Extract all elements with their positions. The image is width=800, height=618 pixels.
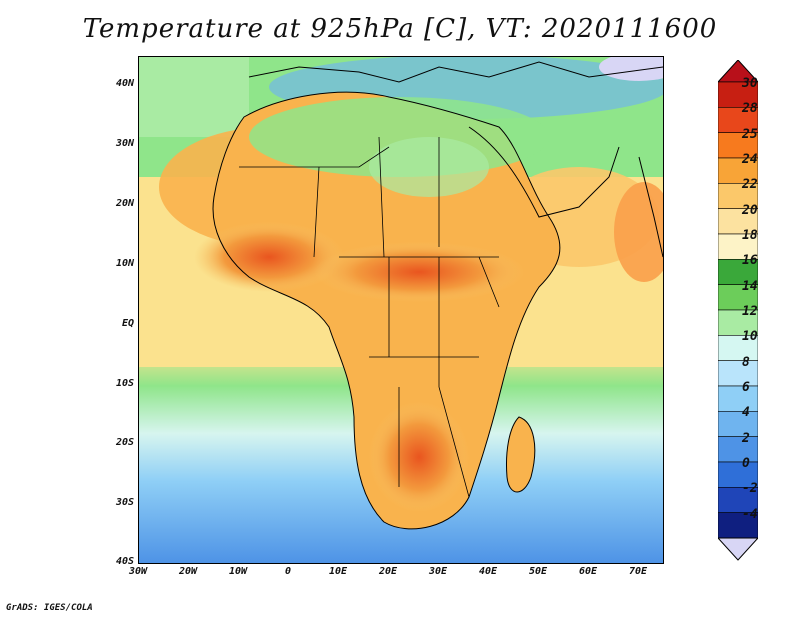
madagascar-coastline [506, 416, 536, 493]
colorbar-cell [718, 411, 758, 437]
colorbar-tick-label: 10 [742, 329, 758, 345]
lon-label-20w: 20W [178, 566, 198, 577]
arabia-coastline [468, 126, 620, 218]
madagascar [506, 417, 535, 492]
colorbar-tick-label: 30 [742, 76, 758, 91]
lat-label-10s: 10S [115, 378, 134, 389]
colorbar-tick-label: -2 [742, 481, 758, 497]
colorbar-tick-label: 14 [742, 278, 758, 294]
lon-label-60e: 60E [578, 566, 598, 577]
colorbar-tick-label: 0 [742, 456, 750, 471]
colorbar-tick-label: 25 [742, 126, 758, 142]
colorbar-cell [718, 461, 758, 488]
colorbar-tick-label: 28 [742, 101, 758, 117]
colorbar-under-arrow [718, 537, 758, 561]
egypt-mild [369, 137, 489, 197]
india-coastline [638, 156, 663, 258]
africa-coastline [212, 91, 561, 530]
lon-label-40e: 40E [478, 566, 498, 577]
colorbar-cell [718, 157, 758, 184]
lon-label-20e: 20E [378, 566, 398, 577]
colorbar-tick-label: 6 [742, 380, 750, 395]
temperature-map [138, 56, 664, 564]
country-borders [239, 136, 500, 498]
africa-landmass [213, 92, 560, 529]
lat-label-30s: 30S [115, 497, 134, 508]
lon-label-0: 0 [284, 566, 292, 577]
colorbar-tick-label: 22 [742, 177, 758, 193]
colorbar-tick-label: 4 [742, 405, 750, 421]
colorbar-tick-label: -4 [742, 506, 758, 522]
colorbar-cell [718, 512, 758, 539]
map-canvas [139, 57, 663, 563]
west-africa-hot [194, 222, 344, 292]
lon-label-10e: 10E [328, 566, 348, 577]
lat-label-40n: 40N [115, 78, 134, 89]
colorbar-cell [718, 284, 758, 311]
colorbar-cell [718, 436, 758, 463]
lon-label-50e: 50E [528, 566, 548, 577]
colorbar-cells [718, 81, 758, 539]
india-warm [614, 182, 663, 282]
colorbar-tick-label: 16 [742, 253, 758, 269]
lon-label-70e: 70E [628, 566, 648, 577]
lat-label-20s: 20S [115, 437, 134, 448]
map-title: Temperature at 925hPa [C], VT: 202011160… [82, 14, 718, 44]
lat-label-eq: EQ [121, 318, 134, 329]
colorbar-tick-label: 12 [742, 304, 758, 319]
lon-label-30w: 30W [128, 566, 148, 577]
colorbar-cell [718, 360, 758, 387]
colorbar-tick-label: 2 [742, 430, 750, 446]
europe-coastline [248, 61, 663, 83]
lat-label-40s: 40S [115, 556, 134, 567]
southern-africa-hot [369, 402, 469, 512]
colorbar-cell [718, 81, 758, 108]
colorbar-tick-label: 18 [742, 228, 758, 243]
grads-credit: GrADS: IGES/COLA [6, 603, 93, 613]
lon-label-30e: 30E [428, 566, 448, 577]
lon-label-10w: 10W [228, 566, 248, 577]
colorbar-tick-label: 8 [742, 354, 750, 370]
colorbar [718, 60, 758, 561]
colorbar-cell [718, 233, 758, 260]
colorbar-cell [718, 309, 758, 336]
colorbar-tick-label: 24 [742, 152, 758, 167]
lat-label-10n: 10N [115, 258, 134, 269]
lat-label-20n: 20N [115, 198, 134, 209]
atlantic-north-cool [139, 57, 249, 137]
colorbar-cell [718, 385, 758, 412]
sahel-hot [314, 242, 524, 302]
arctic-blob [599, 57, 663, 81]
lat-label-30n: 30N [115, 138, 134, 149]
colorbar-cell [718, 335, 758, 361]
colorbar-tick-label: 20 [742, 202, 758, 218]
colorbar-cell [718, 208, 758, 235]
